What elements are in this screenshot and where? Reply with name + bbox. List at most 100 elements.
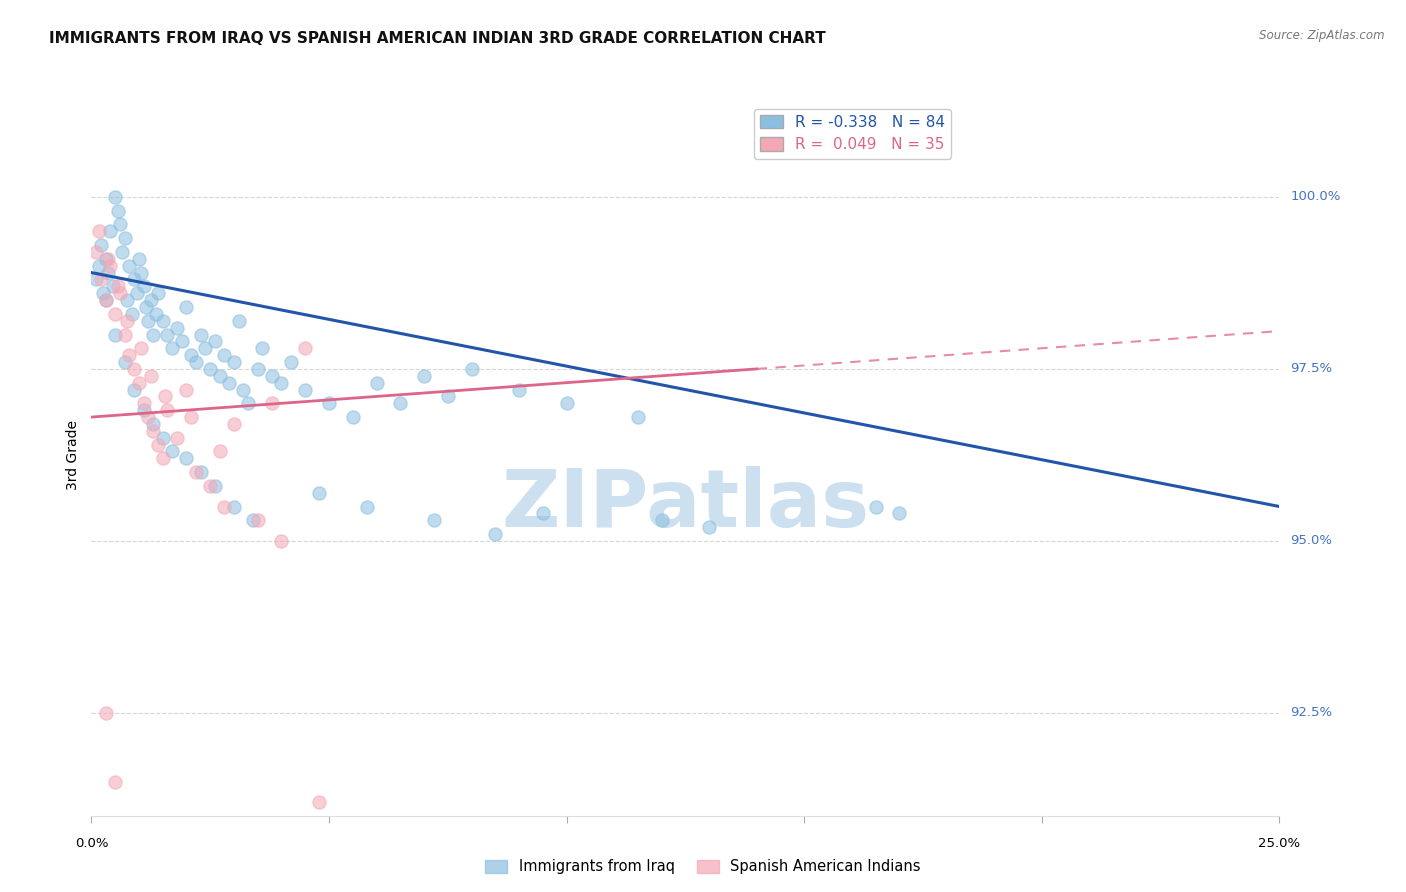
- Point: [132, 396, 155, 410]
- Point: [121, 307, 143, 321]
- Point: [260, 368, 283, 383]
- Point: [270, 533, 292, 548]
- Point: [214, 500, 236, 514]
- Point: [252, 341, 274, 355]
- Point: [238, 396, 260, 410]
- Point: [651, 513, 673, 527]
- Text: IMMIGRANTS FROM IRAQ VS SPANISH AMERICAN INDIAN 3RD GRADE CORRELATION CHART: IMMIGRANTS FROM IRAQ VS SPANISH AMERICAN…: [49, 31, 825, 46]
- Point: [145, 307, 167, 321]
- Point: [176, 300, 198, 314]
- Text: Source: ZipAtlas.com: Source: ZipAtlas.com: [1260, 29, 1385, 42]
- Point: [115, 293, 138, 307]
- Point: [228, 314, 250, 328]
- Point: [308, 485, 330, 500]
- Point: [422, 513, 444, 527]
- Point: [101, 279, 124, 293]
- Point: [104, 774, 127, 789]
- Point: [84, 272, 107, 286]
- Point: [555, 396, 578, 410]
- Point: [889, 507, 911, 521]
- Point: [152, 431, 174, 445]
- Point: [280, 355, 302, 369]
- Point: [160, 341, 183, 355]
- Point: [460, 362, 482, 376]
- Point: [170, 334, 193, 349]
- Point: [246, 513, 269, 527]
- Point: [100, 259, 122, 273]
- Point: [218, 376, 240, 390]
- Point: [389, 396, 412, 410]
- Point: [865, 500, 887, 514]
- Point: [97, 266, 120, 280]
- Point: [128, 376, 150, 390]
- Point: [204, 334, 226, 349]
- Point: [142, 327, 165, 342]
- Point: [222, 500, 245, 514]
- Point: [128, 252, 150, 266]
- Point: [114, 231, 136, 245]
- Point: [214, 348, 236, 362]
- Text: 100.0%: 100.0%: [1291, 190, 1341, 203]
- Point: [108, 286, 131, 301]
- Legend: Immigrants from Iraq, Spanish American Indians: Immigrants from Iraq, Spanish American I…: [479, 854, 927, 880]
- Point: [180, 410, 202, 425]
- Point: [152, 451, 174, 466]
- Point: [118, 259, 141, 273]
- Point: [94, 252, 117, 266]
- Point: [260, 396, 283, 410]
- Point: [156, 403, 179, 417]
- Point: [342, 410, 364, 425]
- Point: [152, 314, 174, 328]
- Point: [132, 403, 155, 417]
- Point: [413, 368, 436, 383]
- Point: [104, 190, 127, 204]
- Point: [166, 320, 188, 334]
- Point: [436, 389, 458, 403]
- Point: [138, 314, 160, 328]
- Point: [104, 307, 127, 321]
- Text: 92.5%: 92.5%: [1291, 706, 1333, 720]
- Point: [208, 444, 231, 458]
- Point: [135, 300, 157, 314]
- Point: [308, 796, 330, 810]
- Point: [142, 417, 165, 431]
- Point: [508, 383, 530, 397]
- Point: [176, 383, 198, 397]
- Point: [160, 444, 183, 458]
- Y-axis label: 3rd Grade: 3rd Grade: [66, 420, 80, 490]
- Point: [122, 272, 145, 286]
- Point: [118, 348, 141, 362]
- Text: 25.0%: 25.0%: [1258, 837, 1301, 850]
- Point: [114, 327, 136, 342]
- Legend: R = -0.338   N = 84, R =  0.049   N = 35: R = -0.338 N = 84, R = 0.049 N = 35: [754, 109, 950, 159]
- Point: [108, 218, 131, 232]
- Point: [200, 362, 222, 376]
- Point: [87, 224, 110, 238]
- Point: [294, 341, 316, 355]
- Point: [242, 513, 264, 527]
- Point: [100, 224, 122, 238]
- Text: 97.5%: 97.5%: [1291, 362, 1333, 376]
- Point: [222, 355, 245, 369]
- Point: [484, 527, 506, 541]
- Point: [114, 355, 136, 369]
- Point: [232, 383, 254, 397]
- Point: [132, 279, 155, 293]
- Point: [138, 410, 160, 425]
- Point: [139, 293, 162, 307]
- Point: [129, 266, 152, 280]
- Point: [153, 389, 176, 403]
- Point: [122, 383, 145, 397]
- Point: [142, 424, 165, 438]
- Point: [94, 293, 117, 307]
- Point: [180, 348, 202, 362]
- Point: [366, 376, 388, 390]
- Point: [91, 286, 114, 301]
- Point: [122, 362, 145, 376]
- Point: [294, 383, 316, 397]
- Point: [107, 279, 129, 293]
- Point: [156, 327, 179, 342]
- Point: [200, 479, 222, 493]
- Point: [104, 327, 127, 342]
- Point: [107, 203, 129, 218]
